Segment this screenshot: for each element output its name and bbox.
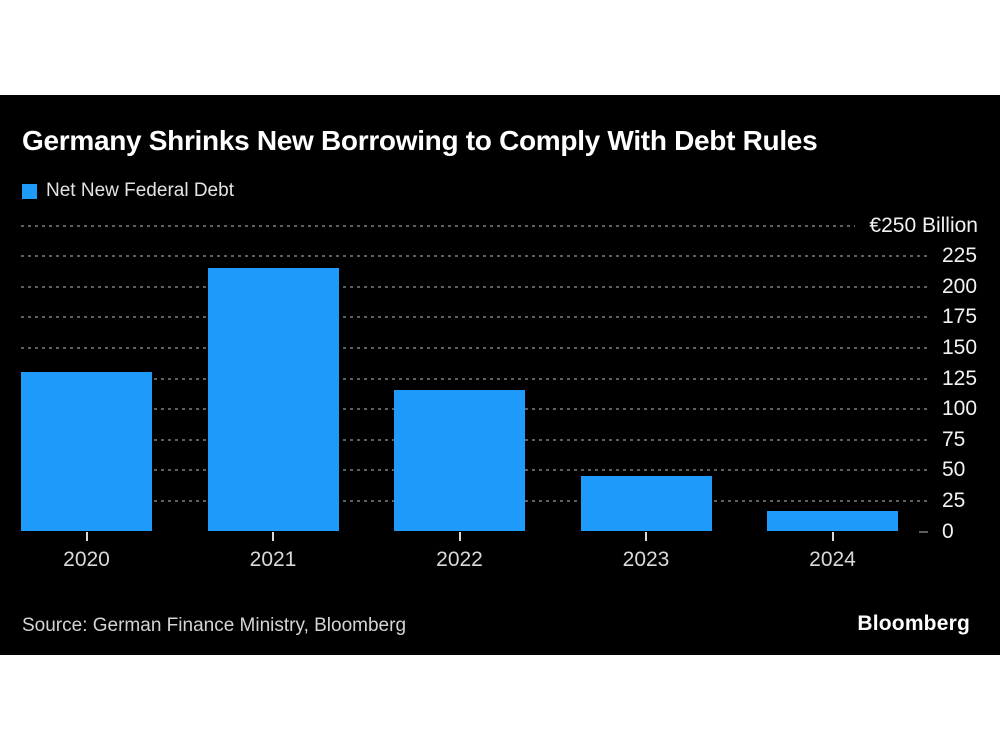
xtick-2021 <box>272 531 274 541</box>
gridline-0 <box>919 530 928 533</box>
ytick-label-200: 200 <box>942 274 978 298</box>
xtick-label-2020: 2020 <box>63 548 110 571</box>
xtick-2020 <box>85 531 88 541</box>
xtick-2024 <box>831 531 834 541</box>
xtick-2022 <box>458 531 461 541</box>
xtick-label-2023: 2023 <box>622 548 670 571</box>
xtick-label-2022: 2022 <box>436 548 483 571</box>
ytick-label-75: 75 <box>942 427 966 451</box>
gridline-175 <box>21 316 929 319</box>
chart-title: Germany Shrinks New Borrowing to Comply … <box>22 125 818 156</box>
ytick-label-225: 225 <box>942 244 978 268</box>
gridline-225 <box>21 255 929 258</box>
legend: Net New Federal Debt <box>22 180 234 202</box>
source-note: Source: German Finance Ministry, Bloombe… <box>22 615 407 636</box>
gridline-125 <box>21 377 929 380</box>
xtick-label-2024: 2024 <box>809 548 856 571</box>
plot-area: 0 25 50 75 100 125 150 175 200 225 €250 Billion 202… <box>0 95 1000 655</box>
ytick-label-250: €250 Billion <box>869 213 978 237</box>
ytick-label-50: 50 <box>942 458 966 482</box>
xtick-2023 <box>645 531 647 541</box>
ytick-label-175: 175 <box>942 305 978 329</box>
gridline-200 <box>21 285 929 288</box>
gridline-250 <box>21 224 855 227</box>
legend-label: Net New Federal Debt <box>46 180 234 201</box>
bar-2020 <box>21 372 152 532</box>
ytick-label-150: 150 <box>942 335 978 359</box>
bloomberg-logo: Bloomberg <box>857 612 970 635</box>
bar-2022 <box>394 389 525 532</box>
bar-2023 <box>580 476 712 532</box>
ytick-label-100: 100 <box>942 397 978 421</box>
chart-panel: Germany Shrinks New Borrowing to Comply … <box>0 95 1000 655</box>
legend-swatch <box>22 183 37 199</box>
xtick-label-2021: 2021 <box>249 548 297 571</box>
bar-2024 <box>767 510 898 532</box>
ytick-label-125: 125 <box>942 366 978 390</box>
ytick-label-0: 0 <box>942 519 954 543</box>
gridline-150 <box>21 346 929 349</box>
bar-2021 <box>207 268 339 532</box>
ytick-label-25: 25 <box>942 488 966 512</box>
